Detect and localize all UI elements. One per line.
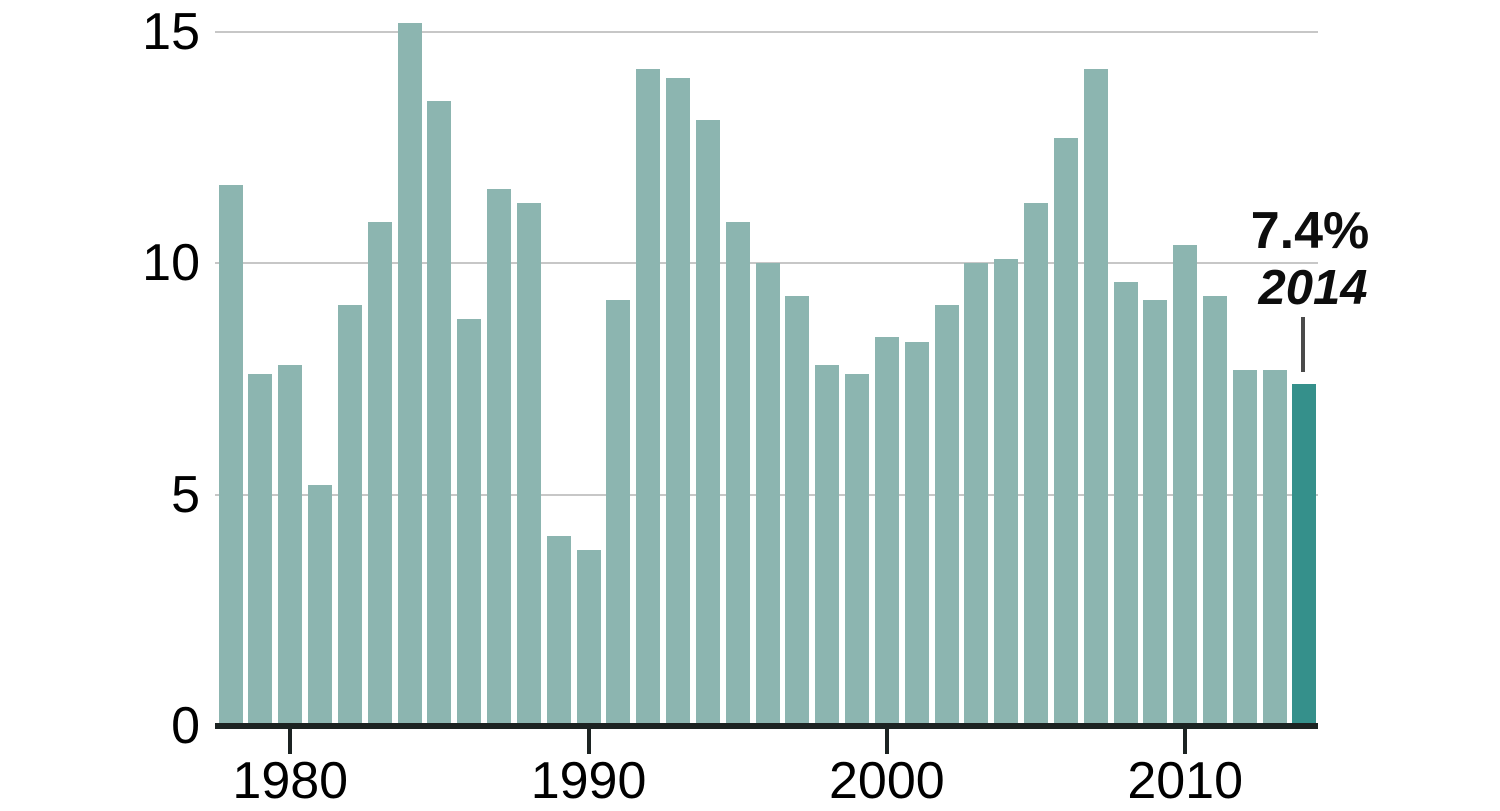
bar-2012 [1232,369,1257,729]
bar-1999 [845,374,870,729]
x-axis-baseline [215,723,1318,729]
bar-2010 [1173,244,1198,729]
bar-2009 [1143,300,1168,729]
bar-2004 [994,258,1019,729]
bar-1985 [427,101,452,729]
bar-2005 [1024,203,1048,729]
bar-1997 [785,295,810,729]
bar-1987 [487,189,512,729]
bar-2014 [1292,383,1317,729]
bar-2001 [904,341,929,729]
bar-1993 [666,78,691,729]
x-tick-1990 [586,729,591,754]
highlight-year-label: 2014 [1258,261,1368,315]
bar-1983 [367,221,392,729]
bar-2013 [1262,369,1287,729]
bar-2000 [874,337,899,729]
x-axis-label-1980: 1980 [232,752,349,810]
bar-2003 [964,263,989,729]
bar-1998 [815,365,840,729]
bar-1979 [248,374,273,729]
bar-1978 [218,184,243,729]
x-axis-label-2000: 2000 [829,752,945,810]
y-axis-label-15: 15 [142,2,200,61]
bar-2011 [1202,295,1227,729]
bar-1980 [278,365,303,729]
bar-1994 [695,119,720,729]
bar-1995 [725,221,750,729]
bar-1984 [397,22,422,729]
bar-1991 [606,300,631,729]
x-axis-label-1990: 1990 [530,752,647,810]
y-axis-label-0: 0 [171,697,200,755]
highlight-value-label: 7.4% [1250,202,1370,260]
x-axis-label-2010: 2010 [1127,752,1243,810]
gridline-15 [215,30,1318,33]
bar-1989 [546,536,571,729]
bar-1988 [516,203,541,729]
bar-2006 [1053,138,1078,729]
y-axis-label-5: 5 [171,465,200,524]
bar-1981 [308,485,333,729]
bar-1996 [755,263,780,729]
bar-1982 [337,304,362,729]
y-axis-label-10: 10 [142,234,200,293]
x-tick-1980 [288,729,293,754]
x-tick-2010 [1183,729,1188,754]
callout-line [1301,317,1305,372]
bar-1990 [576,550,601,729]
bar-2002 [934,304,959,729]
bar-2007 [1083,68,1108,729]
bar-1992 [636,68,661,729]
x-tick-2000 [884,729,889,754]
bar-2008 [1113,281,1138,729]
bar-1986 [457,318,482,729]
